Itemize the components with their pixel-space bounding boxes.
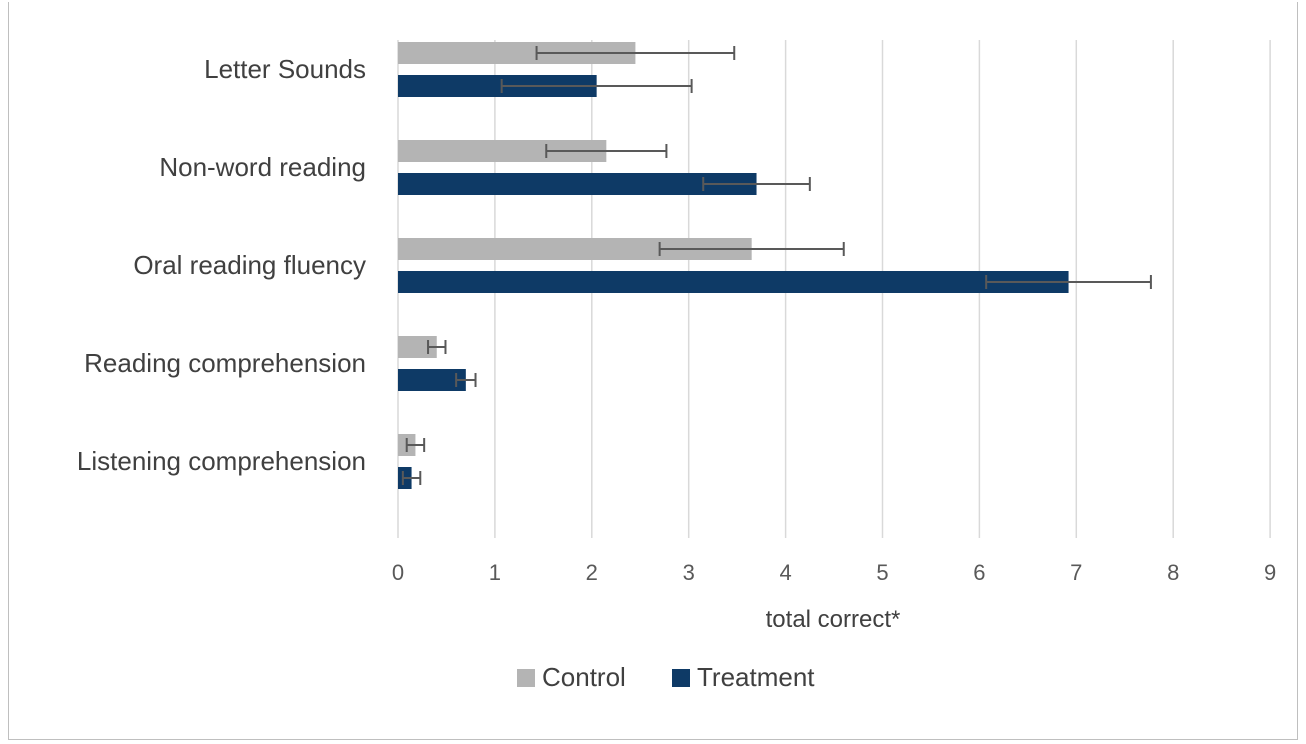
category-label: Non-word reading bbox=[159, 152, 366, 182]
error-bar bbox=[401, 471, 422, 485]
error-bar bbox=[985, 275, 1152, 289]
bar-control bbox=[398, 238, 752, 260]
x-axis-title: total correct* bbox=[766, 606, 901, 633]
x-tick-label: 5 bbox=[876, 560, 888, 585]
legend-label-control: Control bbox=[542, 662, 626, 692]
error-bar bbox=[405, 438, 426, 452]
x-tick-label: 1 bbox=[489, 560, 501, 585]
bar-treatment bbox=[398, 369, 466, 391]
error-bar bbox=[455, 373, 477, 387]
error-bar bbox=[658, 242, 845, 256]
bar-treatment bbox=[398, 75, 597, 97]
x-tick-label: 8 bbox=[1167, 560, 1179, 585]
x-tick-label: 6 bbox=[973, 560, 985, 585]
bar-control bbox=[398, 140, 607, 162]
category-label: Listening comprehension bbox=[77, 446, 366, 476]
x-tick-label: 4 bbox=[779, 560, 791, 585]
legend: Control Treatment bbox=[517, 662, 815, 692]
error-bars bbox=[401, 46, 1152, 485]
bars bbox=[398, 42, 1069, 489]
category-label: Reading comprehension bbox=[84, 348, 366, 378]
category-label: Oral reading fluency bbox=[133, 250, 366, 280]
legend-swatch-treatment bbox=[672, 669, 690, 687]
error-bar bbox=[702, 177, 811, 191]
x-tick-label: 2 bbox=[586, 560, 598, 585]
x-tick-label: 0 bbox=[392, 560, 404, 585]
category-label: Letter Sounds bbox=[204, 54, 366, 84]
error-bar bbox=[545, 144, 668, 158]
x-tick-labels: 0 1 2 3 4 5 6 7 8 9 bbox=[392, 560, 1276, 585]
error-bar bbox=[535, 46, 736, 60]
bar-treatment bbox=[398, 173, 757, 195]
legend-swatch-control bbox=[517, 669, 535, 687]
error-bar bbox=[427, 340, 447, 354]
category-labels: Letter Sounds Non-word reading Oral readin… bbox=[77, 54, 366, 476]
x-tick-label: 7 bbox=[1070, 560, 1082, 585]
error-bar bbox=[500, 79, 693, 93]
x-tick-label: 9 bbox=[1264, 560, 1276, 585]
x-tick-label: 3 bbox=[683, 560, 695, 585]
chart-frame bbox=[8, 2, 1298, 740]
bar-control bbox=[398, 42, 636, 64]
bar-treatment bbox=[398, 271, 1069, 293]
legend-label-treatment: Treatment bbox=[697, 662, 815, 692]
